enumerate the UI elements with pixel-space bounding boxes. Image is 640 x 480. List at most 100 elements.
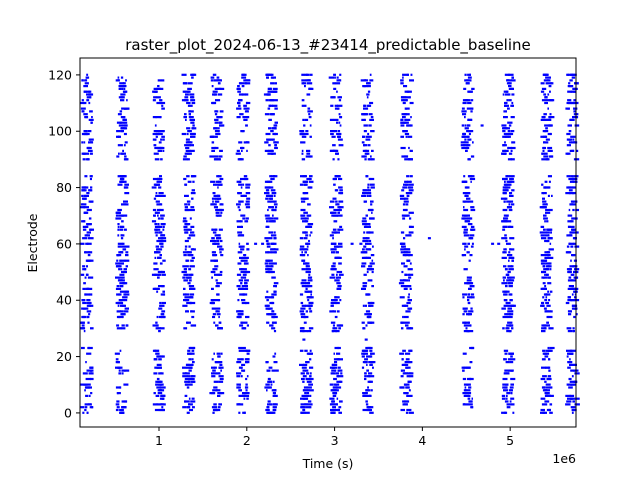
spike [265, 99, 269, 102]
spike [401, 270, 404, 274]
spike [361, 265, 366, 268]
spike [501, 237, 507, 240]
spike [219, 124, 223, 127]
spike [333, 220, 338, 223]
spike [85, 383, 91, 386]
spike [184, 206, 188, 209]
spike [242, 327, 246, 330]
spike [333, 408, 336, 412]
spike [182, 276, 186, 279]
spike [549, 208, 553, 212]
spike [509, 386, 514, 389]
spike [185, 259, 188, 262]
spike [540, 118, 545, 121]
spike [272, 315, 278, 319]
spike [246, 248, 250, 251]
spike [159, 208, 164, 212]
spike [87, 403, 90, 406]
spike [215, 279, 218, 282]
spike [274, 121, 278, 124]
spike [120, 279, 125, 282]
spike [336, 358, 340, 361]
isolated-spike [89, 141, 93, 144]
spike [509, 369, 513, 372]
spike [245, 177, 249, 181]
spike [190, 82, 193, 85]
spike [365, 175, 369, 178]
spike [541, 237, 547, 240]
spike [541, 301, 545, 305]
spike [186, 101, 191, 105]
spike [81, 194, 84, 197]
spike [400, 135, 404, 138]
spike [543, 276, 547, 279]
spike [569, 265, 573, 268]
burst-4 [209, 73, 225, 414]
spike [269, 237, 273, 240]
spike [238, 183, 242, 186]
spike [240, 214, 246, 217]
spike [189, 144, 194, 147]
spike [548, 99, 553, 102]
spike [157, 217, 161, 220]
spike [265, 361, 269, 364]
spike [237, 101, 241, 105]
spike [502, 228, 506, 231]
spike [301, 313, 306, 316]
spike [502, 327, 505, 330]
spike [190, 324, 197, 327]
spike [551, 194, 553, 197]
spike [464, 186, 468, 189]
spike [161, 79, 165, 82]
spike [367, 85, 371, 88]
spike [123, 310, 129, 313]
spike [116, 392, 121, 395]
spike [265, 189, 269, 192]
spike [542, 282, 546, 285]
spike [334, 256, 339, 259]
spike [368, 208, 374, 212]
spike [158, 307, 163, 310]
spike [400, 242, 406, 245]
spike [544, 273, 546, 276]
spike [273, 389, 277, 392]
spike [274, 313, 277, 316]
spike [217, 245, 223, 248]
spike [268, 197, 271, 200]
spike [544, 324, 550, 327]
spike [211, 358, 214, 361]
spike [265, 197, 269, 200]
spike [268, 127, 272, 130]
spike [244, 386, 248, 389]
spike [122, 149, 124, 152]
spike [505, 248, 507, 251]
spike [153, 96, 157, 99]
spike [84, 403, 90, 406]
spike [406, 175, 410, 178]
spike [184, 113, 187, 116]
spike [158, 408, 161, 412]
spike [301, 268, 306, 271]
spike [152, 132, 158, 136]
spike [470, 208, 476, 212]
spike [362, 392, 366, 395]
spike [162, 225, 165, 228]
spike [506, 330, 512, 333]
spike [118, 214, 123, 217]
spike [212, 200, 214, 203]
spike [338, 113, 341, 116]
spike [152, 138, 156, 141]
spike [161, 237, 167, 240]
spike [82, 225, 86, 228]
spike [309, 366, 314, 369]
spike [469, 118, 472, 121]
spike [369, 349, 373, 352]
spike [548, 237, 553, 240]
spike [121, 270, 127, 274]
spike [404, 180, 409, 183]
spike [466, 197, 468, 200]
spike [406, 285, 412, 288]
spike [569, 73, 575, 76]
spike [567, 279, 573, 282]
spike [217, 82, 220, 85]
